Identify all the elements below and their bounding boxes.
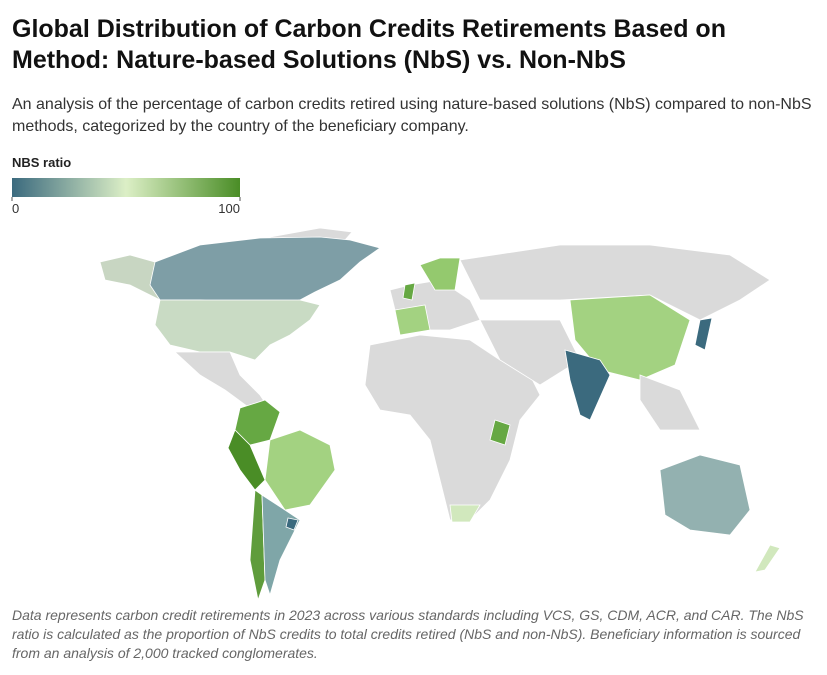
kenya <box>489 419 511 446</box>
south-africa <box>449 504 481 523</box>
chile <box>249 489 266 600</box>
middle-east <box>479 319 581 386</box>
scandinavia <box>419 257 461 291</box>
legend-tick-label: 0 <box>12 201 19 216</box>
southeast-asia <box>639 374 701 431</box>
subtitle: An analysis of the percentage of carbon … <box>12 96 812 135</box>
western-europe <box>394 304 431 336</box>
new-zealand <box>754 544 781 573</box>
legend-title: NBS ratio <box>12 155 72 170</box>
china <box>569 294 691 381</box>
argentina <box>261 494 301 597</box>
usa <box>154 299 321 361</box>
countries <box>99 227 781 600</box>
world-map <box>99 227 781 600</box>
alaska <box>99 254 161 301</box>
australia <box>659 454 751 536</box>
uruguay <box>285 517 299 531</box>
japan <box>694 317 713 351</box>
uk <box>402 282 416 301</box>
title: Global Distribution of Carbon Credits Re… <box>12 15 726 74</box>
africa <box>364 334 541 521</box>
india <box>564 349 611 421</box>
footnote: Data represents carbon credit retirement… <box>12 607 804 661</box>
legend-tick-label: 100 <box>218 201 240 216</box>
canada <box>149 236 381 306</box>
brazil <box>264 429 336 511</box>
legend: 0 100 <box>11 178 241 216</box>
legend-bar <box>12 178 240 197</box>
russia <box>459 244 771 321</box>
